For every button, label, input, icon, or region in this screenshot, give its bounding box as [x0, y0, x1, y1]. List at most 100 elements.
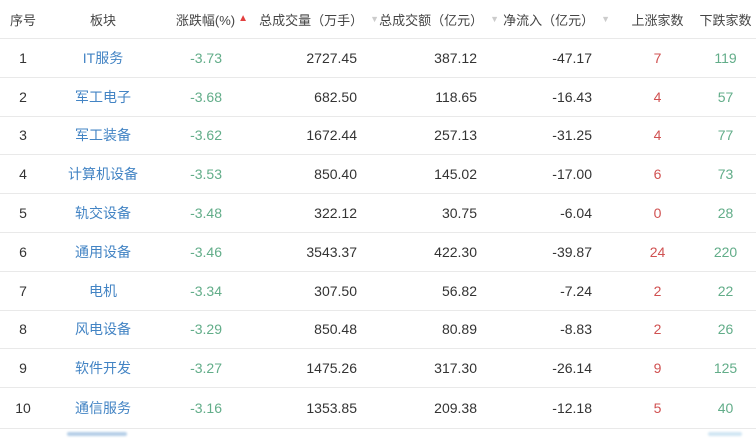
down-count-cell: 28: [717, 205, 734, 222]
down-count-cell: 40: [717, 399, 734, 416]
up-count-cell: 0: [653, 205, 662, 222]
down-count-cell: 77: [717, 127, 734, 144]
change-cell: -3.46: [190, 243, 222, 260]
seq-cell: 5: [19, 205, 27, 222]
header-change[interactable]: 涨跌幅(%) ▲: [160, 10, 250, 29]
chevron-down-icon[interactable]: ▼: [370, 13, 379, 24]
up-count-cell: 2: [653, 321, 662, 338]
sector-link[interactable]: 军工电子: [75, 88, 131, 105]
header-down-count: 下跌家数: [695, 10, 756, 29]
volume-cell: 2727.45: [306, 49, 357, 66]
sector-link[interactable]: 软件开发: [75, 360, 131, 377]
change-cell: -3.62: [190, 127, 222, 144]
sector-link[interactable]: 计算机设备: [68, 166, 138, 183]
header-sector-label: 板块: [89, 12, 116, 28]
down-count-cell: 220: [713, 243, 738, 260]
turnover-cell: 145.02: [434, 166, 477, 183]
up-count-cell: 9: [653, 360, 662, 377]
volume-cell: 850.48: [314, 321, 357, 338]
turnover-cell: 56.82: [441, 282, 477, 299]
header-volume-label: 总成交量（万手）: [259, 12, 364, 28]
table-row: 5 轨交设备 -3.48 322.12 30.75 -6.04 0 28: [0, 194, 756, 233]
net-inflow-cell: -39.87: [552, 243, 592, 260]
change-cell: -3.29: [190, 321, 222, 338]
up-count-cell: 7: [653, 49, 662, 66]
volume-cell: 3543.37: [306, 243, 357, 260]
sector-link[interactable]: 轨交设备: [75, 205, 131, 222]
volume-cell: 682.50: [314, 88, 357, 105]
header-up-count: 上涨家数: [620, 10, 695, 29]
table-row: 1 IT服务 -3.73 2727.45 387.12 -47.17 7 119: [0, 39, 756, 78]
seq-cell: 2: [19, 88, 27, 105]
table-row: 6 通用设备 -3.46 3543.37 422.30 -39.87 24 220: [0, 233, 756, 272]
header-seq: 序号: [0, 10, 46, 29]
sector-link[interactable]: 军工装备: [75, 127, 131, 144]
seq-cell: 1: [19, 49, 27, 66]
header-change-label: 涨跌幅(%): [175, 12, 236, 28]
up-count-cell: 4: [653, 127, 662, 144]
sector-link[interactable]: IT服务: [82, 49, 124, 66]
up-count-cell: 4: [653, 88, 662, 105]
header-volume[interactable]: 总成交量（万手） ▼: [250, 10, 385, 29]
net-inflow-cell: -8.83: [560, 321, 592, 338]
change-cell: -3.27: [190, 360, 222, 377]
turnover-cell: 30.75: [441, 205, 477, 222]
turnover-cell: 80.89: [441, 321, 477, 338]
sector-link[interactable]: 风电设备: [75, 321, 131, 338]
net-inflow-cell: -31.25: [552, 127, 592, 144]
table-row: 9 软件开发 -3.27 1475.26 317.30 -26.14 9 125: [0, 349, 756, 389]
turnover-cell: 422.30: [434, 243, 477, 260]
turnover-cell: 209.38: [434, 399, 477, 416]
table-row: 8 风电设备 -3.29 850.48 80.89 -8.83 2 26: [0, 311, 756, 350]
volume-cell: 850.40: [314, 166, 357, 183]
net-inflow-cell: -47.17: [552, 49, 592, 66]
net-inflow-cell: -6.04: [560, 205, 592, 222]
up-count-cell: 2: [653, 282, 662, 299]
sector-link[interactable]: 电机: [89, 282, 117, 299]
header-turnover[interactable]: 总成交额（亿元） ▼: [379, 10, 505, 29]
table-row: 3 军工装备 -3.62 1672.44 257.13 -31.25 4 77: [0, 117, 756, 156]
net-inflow-cell: -17.00: [552, 166, 592, 183]
seq-cell: 6: [19, 243, 27, 260]
volume-cell: 322.12: [314, 205, 357, 222]
clipped-next-row: [0, 428, 756, 438]
table-body: 1 IT服务 -3.73 2727.45 387.12 -47.17 7 119 2 军工电子 -3…: [0, 39, 756, 427]
down-count-cell: 22: [717, 282, 734, 299]
header-turnover-label: 总成交额（亿元）: [379, 12, 484, 28]
turnover-cell: 317.30: [434, 360, 477, 377]
header-down-count-label: 下跌家数: [699, 12, 752, 28]
volume-cell: 307.50: [314, 282, 357, 299]
table-row: 10 通信服务 -3.16 1353.85 209.38 -12.18 5 40: [0, 388, 756, 427]
change-cell: -3.16: [190, 399, 222, 416]
seq-cell: 8: [19, 321, 27, 338]
sector-link[interactable]: 通用设备: [75, 243, 131, 260]
down-count-cell: 57: [717, 88, 734, 105]
change-cell: -3.68: [190, 88, 222, 105]
net-inflow-cell: -7.24: [560, 282, 592, 299]
change-cell: -3.48: [190, 205, 222, 222]
down-count-cell: 125: [713, 360, 738, 377]
turnover-cell: 118.65: [435, 88, 477, 105]
up-count-cell: 24: [649, 243, 666, 260]
table-row: 7 电机 -3.34 307.50 56.82 -7.24 2 22: [0, 272, 756, 311]
sector-link[interactable]: 通信服务: [75, 399, 131, 416]
up-count-cell: 5: [653, 399, 662, 416]
down-count-cell: 73: [717, 166, 734, 183]
header-up-count-label: 上涨家数: [631, 12, 684, 28]
seq-cell: 10: [15, 399, 31, 416]
table-row: 2 军工电子 -3.68 682.50 118.65 -16.43 4 57: [0, 78, 756, 117]
header-net-inflow[interactable]: 净流入（亿元） ▼: [503, 10, 620, 29]
clipped-cell-text: [708, 432, 742, 436]
table-header-row: 序号 板块 涨跌幅(%) ▲ 总成交量（万手） ▼ 总成交额（亿元） ▼ 净流入…: [0, 0, 756, 39]
sort-ascending-icon: ▲: [238, 13, 248, 24]
volume-cell: 1353.85: [306, 399, 357, 416]
up-count-cell: 6: [653, 166, 662, 183]
chevron-down-icon[interactable]: ▼: [601, 13, 610, 24]
header-sector: 板块: [46, 10, 160, 29]
change-cell: -3.34: [190, 282, 222, 299]
volume-cell: 1672.44: [306, 127, 357, 144]
header-seq-label: 序号: [9, 12, 36, 28]
seq-cell: 3: [19, 127, 27, 144]
chevron-down-icon[interactable]: ▼: [490, 13, 499, 24]
